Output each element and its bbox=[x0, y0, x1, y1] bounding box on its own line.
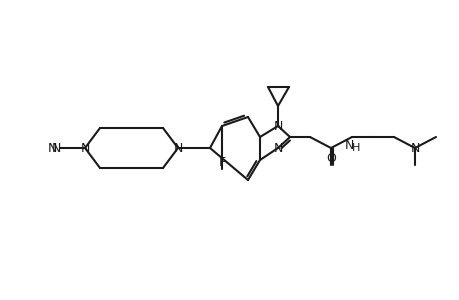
Text: N: N bbox=[273, 119, 282, 133]
Text: O: O bbox=[325, 152, 335, 164]
Text: N: N bbox=[173, 142, 182, 154]
Text: F: F bbox=[218, 155, 225, 169]
Text: H: H bbox=[351, 143, 359, 153]
Text: N: N bbox=[80, 142, 90, 154]
Text: N: N bbox=[273, 142, 282, 154]
Text: N: N bbox=[409, 142, 419, 154]
Text: N: N bbox=[51, 142, 61, 154]
Text: N: N bbox=[47, 142, 56, 154]
Text: N: N bbox=[344, 139, 353, 152]
